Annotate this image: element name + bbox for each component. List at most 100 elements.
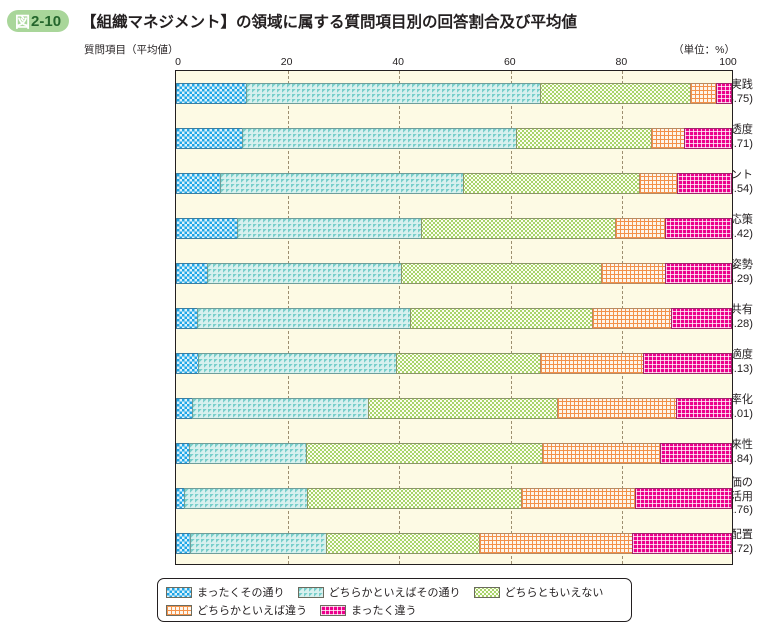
bar-segment-2[interactable] <box>395 353 541 374</box>
bar-segment-4[interactable] <box>676 398 732 419</box>
bar-segment-4[interactable] <box>670 308 732 329</box>
x-tick-label-100: 100 <box>719 56 737 68</box>
legend-label-3: どちらかといえば違う <box>197 605 307 617</box>
bar-segment-1[interactable] <box>191 398 368 419</box>
bar-segment-3[interactable] <box>520 488 635 509</box>
bar-segment-3[interactable] <box>540 353 644 374</box>
bar-segment-4[interactable] <box>643 353 732 374</box>
bar-segment-3[interactable] <box>479 533 632 554</box>
bar-segment-1[interactable] <box>241 128 517 149</box>
bar-segment-2[interactable] <box>306 488 521 509</box>
bar-segment-4[interactable] <box>677 173 732 194</box>
bar-segment-4[interactable] <box>659 443 732 464</box>
stacked-bar[interactable] <box>176 398 732 419</box>
bar-segment-2[interactable] <box>367 398 557 419</box>
bar-segment-0[interactable] <box>176 173 221 194</box>
bar-segment-1[interactable] <box>206 263 402 284</box>
legend-swatch-icon-1 <box>297 586 324 598</box>
bar-segment-2[interactable] <box>305 443 542 464</box>
bar-row <box>176 71 732 116</box>
x-tick-label-60: 60 <box>503 56 516 68</box>
bar-segment-3[interactable] <box>601 263 666 284</box>
stacked-bar[interactable] <box>176 128 732 149</box>
legend-row-2: どちらかといえば違う まったく違う <box>166 601 623 619</box>
bar-segment-2[interactable] <box>401 263 602 284</box>
bar-segment-2[interactable] <box>420 218 616 239</box>
bar-segment-3[interactable] <box>556 398 677 419</box>
x-tick-label-20: 20 <box>280 56 293 68</box>
bar-segment-1[interactable] <box>189 533 327 554</box>
stacked-bar[interactable] <box>176 308 732 329</box>
legend-label-2: どちらともいえない <box>504 587 604 599</box>
bar-row <box>176 341 732 386</box>
bar-segment-1[interactable] <box>197 308 410 329</box>
stacked-bar[interactable] <box>176 533 732 554</box>
bar-segment-1[interactable] <box>184 488 307 509</box>
bar-segment-4[interactable] <box>631 533 732 554</box>
bar-segment-0[interactable] <box>176 263 207 284</box>
stacked-bar[interactable] <box>176 218 732 239</box>
bar-segment-2[interactable] <box>463 173 640 194</box>
figure-badge-number: 2-10 <box>31 12 62 30</box>
bar-row <box>176 116 732 161</box>
bar-segment-0[interactable] <box>176 218 238 239</box>
x-tick-label-40: 40 <box>392 56 405 68</box>
bar-segment-0[interactable] <box>176 443 189 464</box>
legend-swatch-icon-3 <box>166 604 192 616</box>
chart-legend: まったくその通り どちらかといえばその通り どちらともいえない どちらかといえば… <box>157 578 632 622</box>
x-tick-label-0: 0 <box>175 56 181 68</box>
bar-segment-4[interactable] <box>634 488 732 509</box>
bar-segment-3[interactable] <box>650 128 685 149</box>
bar-row <box>176 251 732 296</box>
bar-segment-0[interactable] <box>176 308 198 329</box>
legend-label-1: どちらかといえばその通り <box>328 587 461 599</box>
legend-item-1[interactable]: どちらかといえばその通り <box>297 584 461 600</box>
page-title: 【組織マネジメント】の領域に属する質問項目別の回答割合及び平均値 <box>81 14 578 31</box>
bar-segment-4[interactable] <box>716 83 732 104</box>
bar-segment-0[interactable] <box>176 128 242 149</box>
bar-segment-3[interactable] <box>689 83 717 104</box>
bar-segment-1[interactable] <box>198 353 396 374</box>
bar-segment-3[interactable] <box>591 308 671 329</box>
bar-segment-2[interactable] <box>326 533 479 554</box>
bar-row <box>176 206 732 251</box>
bar-segment-3[interactable] <box>541 443 660 464</box>
stacked-bar[interactable] <box>176 443 732 464</box>
stacked-bar[interactable] <box>176 353 732 374</box>
bar-segment-4[interactable] <box>684 128 732 149</box>
bar-segment-3[interactable] <box>639 173 678 194</box>
bar-segment-0[interactable] <box>176 353 199 374</box>
figure-badge-prefix: 図 <box>15 13 31 31</box>
legend-swatch-icon-2 <box>473 586 500 598</box>
bar-segment-4[interactable] <box>665 263 732 284</box>
bar-segment-1[interactable] <box>220 173 464 194</box>
bar-segment-2[interactable] <box>516 128 651 149</box>
bar-segment-2[interactable] <box>409 308 592 329</box>
bar-segment-1[interactable] <box>188 443 306 464</box>
legend-item-4[interactable]: まったく違う <box>320 602 417 618</box>
legend-item-2[interactable]: どちらともいえない <box>473 584 604 600</box>
chart-plot-area <box>175 70 733 565</box>
bar-row <box>176 476 732 521</box>
bar-segment-1[interactable] <box>237 218 421 239</box>
legend-swatch-icon-4 <box>320 604 346 616</box>
bar-segment-0[interactable] <box>176 533 190 554</box>
bar-segment-3[interactable] <box>615 218 666 239</box>
bar-segment-4[interactable] <box>665 218 732 239</box>
x-axis-unit-caption: （単位：%） <box>673 44 735 56</box>
bar-segment-2[interactable] <box>540 83 690 104</box>
legend-item-0[interactable]: まったくその通り <box>166 584 285 600</box>
stacked-bar[interactable] <box>176 173 732 194</box>
stacked-bar[interactable] <box>176 263 732 284</box>
stacked-bar[interactable] <box>176 488 732 509</box>
bar-segment-0[interactable] <box>176 83 246 104</box>
bar-segment-0[interactable] <box>176 488 185 509</box>
legend-label-0: まったくその通り <box>197 587 285 599</box>
bar-row <box>176 386 732 431</box>
bar-segment-1[interactable] <box>245 83 541 104</box>
legend-swatch-icon-0 <box>166 586 192 598</box>
bar-segment-0[interactable] <box>176 398 192 419</box>
legend-item-3[interactable]: どちらかといえば違う <box>166 602 307 618</box>
bar-row <box>176 431 732 476</box>
stacked-bar[interactable] <box>176 83 732 104</box>
